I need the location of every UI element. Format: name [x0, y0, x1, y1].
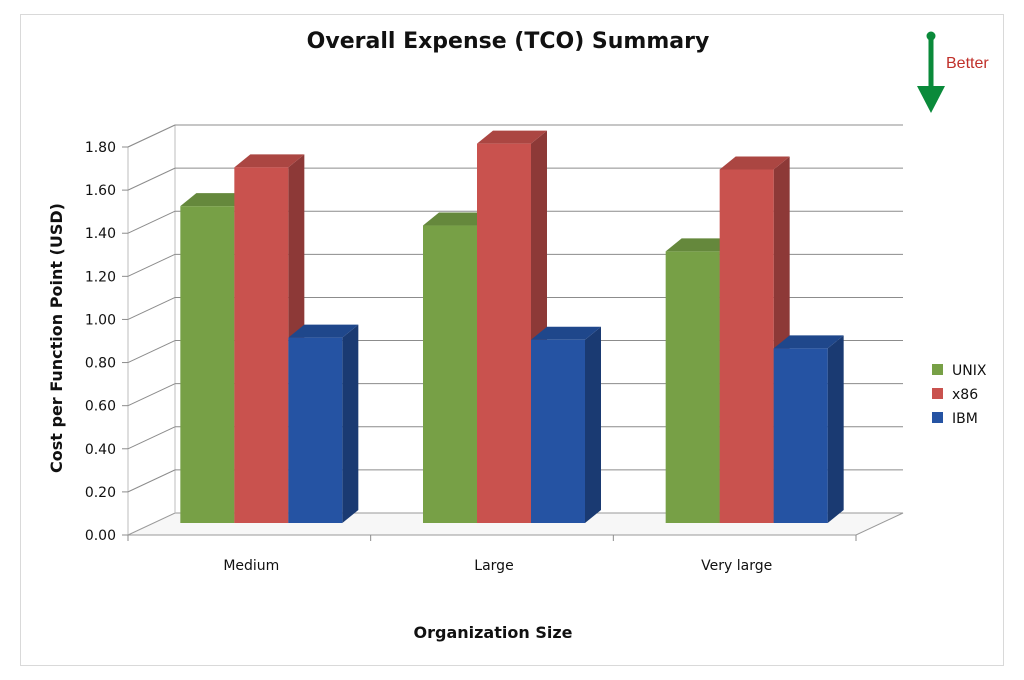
bar-top	[288, 324, 359, 338]
y-tick-label: 1.80	[85, 140, 116, 156]
bar-ibm-very-large	[773, 335, 844, 523]
gridline-diagonal	[127, 124, 176, 148]
gridline-diagonal	[127, 253, 176, 277]
y-tick-label: 0.20	[85, 485, 116, 501]
y-tick-label: 0.80	[85, 356, 116, 372]
x-axis-title: Organization Size	[414, 623, 573, 642]
y-tick-label: 0.00	[85, 528, 116, 544]
y-tick-label: 1.40	[85, 226, 116, 242]
bar-top	[477, 130, 547, 144]
y-axis-title: Cost per Function Point (USD)	[47, 203, 66, 473]
bar-ibm-large	[531, 326, 601, 523]
gridline-diagonal	[127, 340, 176, 364]
y-axis-ticks: 0.00 0.20 0.40 0.60 0.80 1.00 1.20 1.40 1.60 1.80	[85, 140, 128, 544]
gridline-diagonal	[127, 296, 176, 320]
bar-top	[665, 238, 736, 252]
gridline-diagonal	[127, 210, 176, 234]
legend-swatch-ibm	[932, 412, 943, 423]
legend-label-unix: UNIX	[952, 363, 987, 379]
bar-top	[234, 154, 305, 168]
y-tick-label: 1.00	[85, 312, 116, 328]
chart-title: Overall Expense (TCO) Summary	[307, 29, 710, 54]
bar-front	[423, 225, 477, 524]
bar-side	[827, 335, 844, 523]
better-annotation: Better	[917, 31, 989, 113]
bar-top	[773, 335, 844, 349]
better-label: Better	[946, 55, 989, 72]
bar-front	[477, 143, 531, 523]
legend-label-x86: x86	[952, 387, 978, 403]
y-tick-label: 0.40	[85, 442, 116, 458]
legend-swatch-unix	[932, 364, 943, 375]
bar-front	[180, 206, 235, 523]
x-axis-ticks: Medium Large Very large	[127, 535, 857, 574]
down-arrow-icon	[917, 31, 945, 113]
y-tick-label: 1.20	[85, 269, 116, 285]
x-tick-label: Very large	[701, 558, 772, 574]
legend-swatch-x86	[932, 388, 943, 399]
gridline-diagonal	[127, 383, 176, 407]
gridline-diagonal	[127, 426, 176, 450]
bar-top	[180, 193, 251, 207]
bar-side	[585, 326, 601, 523]
bar-front	[531, 339, 585, 523]
bar-top	[423, 212, 493, 226]
bar-front	[719, 169, 774, 523]
bar-top	[719, 156, 790, 170]
bars	[180, 130, 844, 524]
legend-label-ibm: IBM	[952, 411, 978, 427]
x-tick-label: Medium	[223, 558, 279, 574]
bar-front	[665, 251, 720, 523]
legend: UNIX x86 IBM	[932, 363, 987, 427]
gridline-diagonal	[127, 469, 176, 493]
bar-top	[531, 326, 601, 340]
gridline-diagonal	[127, 167, 176, 191]
y-tick-label: 0.60	[85, 399, 116, 415]
x-tick-label: Large	[474, 558, 513, 574]
bar-front	[288, 337, 343, 523]
bar-front	[773, 348, 828, 523]
bar-ibm-medium	[288, 324, 359, 523]
y-tick-label: 1.60	[85, 183, 116, 199]
bar-front	[234, 167, 289, 524]
bar-side	[342, 324, 359, 523]
